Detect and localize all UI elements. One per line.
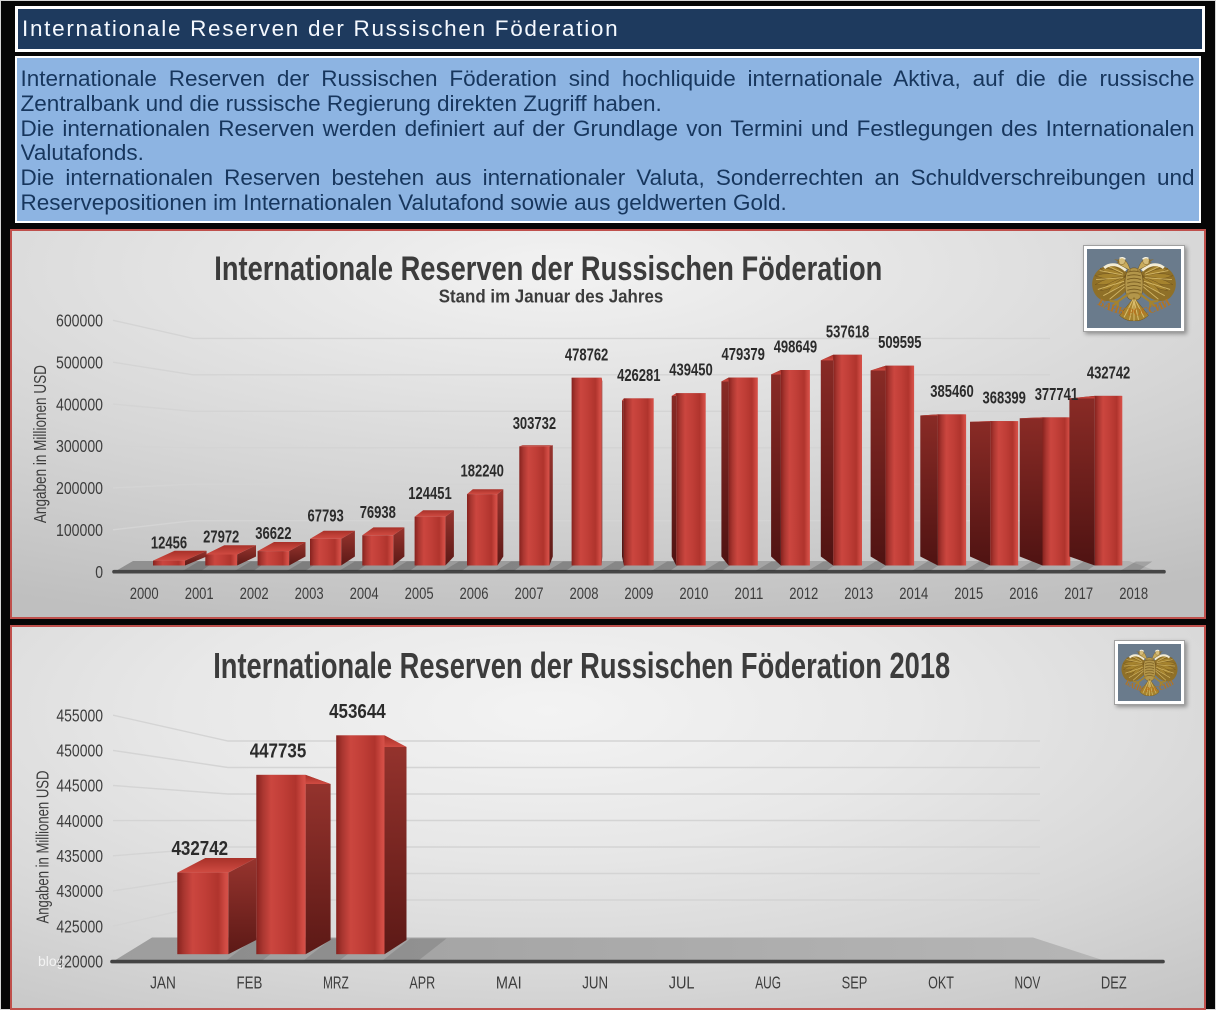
svg-text:2015: 2015 — [954, 585, 983, 603]
svg-text:2000: 2000 — [129, 585, 158, 603]
svg-text:500000: 500000 — [56, 352, 103, 372]
svg-text:368399: 368399 — [982, 388, 1026, 408]
svg-text:JAN: JAN — [150, 973, 176, 992]
svg-text:12456: 12456 — [150, 533, 186, 553]
svg-text:Internationale Reserven der Ru: Internationale Reserven der Russischen F… — [214, 250, 882, 288]
svg-text:479379: 479379 — [721, 344, 765, 364]
svg-text:447735: 447735 — [249, 740, 306, 762]
svg-text:FEB: FEB — [236, 973, 262, 992]
svg-text:2005: 2005 — [404, 585, 433, 603]
svg-text:2014: 2014 — [899, 585, 928, 603]
svg-text:2017: 2017 — [1064, 585, 1093, 603]
svg-text:425000: 425000 — [56, 916, 103, 936]
svg-text:Angaben in Millionen USD: Angaben in Millionen USD — [30, 365, 50, 523]
svg-text:NOV: NOV — [1014, 973, 1040, 992]
svg-text:JUN: JUN — [582, 973, 608, 992]
svg-text:2002: 2002 — [239, 585, 268, 603]
svg-text:2016: 2016 — [1009, 585, 1038, 603]
svg-text:432742: 432742 — [171, 838, 228, 860]
svg-text:76938: 76938 — [359, 502, 395, 522]
svg-text:2009: 2009 — [624, 585, 653, 603]
svg-text:0: 0 — [95, 562, 103, 582]
svg-text:DEZ: DEZ — [1100, 973, 1126, 992]
svg-text:2012: 2012 — [789, 585, 818, 603]
svg-text:430000: 430000 — [56, 881, 103, 901]
svg-text:Stand im Januar des Jahres: Stand im Januar des Jahres — [438, 287, 663, 307]
svg-text:439450: 439450 — [669, 360, 712, 380]
svg-text:2018: 2018 — [1119, 585, 1148, 603]
svg-text:432742: 432742 — [1086, 362, 1129, 382]
svg-text:478762: 478762 — [564, 344, 607, 364]
svg-text:36622: 36622 — [255, 523, 291, 543]
svg-text:453644: 453644 — [329, 700, 386, 722]
svg-text:OKT: OKT — [928, 973, 954, 992]
svg-text:Angaben in Millionen USD: Angaben in Millionen USD — [32, 770, 52, 923]
svg-text:498649: 498649 — [773, 337, 817, 357]
svg-text:JUL: JUL — [668, 973, 694, 992]
svg-text:27972: 27972 — [203, 527, 239, 547]
svg-text:MRZ: MRZ — [323, 973, 349, 992]
svg-text:182240: 182240 — [460, 461, 503, 481]
svg-text:426281: 426281 — [617, 365, 661, 385]
svg-text:420000: 420000 — [56, 951, 103, 971]
svg-text:2010: 2010 — [679, 585, 708, 603]
svg-text:455000: 455000 — [56, 705, 103, 725]
svg-text:2001: 2001 — [184, 585, 213, 603]
svg-text:450000: 450000 — [56, 740, 103, 760]
svg-text:200000: 200000 — [56, 478, 103, 498]
svg-text:APR: APR — [409, 973, 435, 992]
svg-text:2011: 2011 — [734, 585, 763, 603]
svg-text:100000: 100000 — [56, 520, 103, 540]
svg-text:445000: 445000 — [56, 775, 103, 795]
svg-text:600000: 600000 — [56, 311, 103, 331]
svg-text:385460: 385460 — [930, 381, 973, 401]
svg-text:2007: 2007 — [514, 585, 543, 603]
svg-text:400000: 400000 — [56, 394, 103, 414]
svg-text:300000: 300000 — [56, 436, 103, 456]
svg-text:2004: 2004 — [349, 585, 378, 603]
svg-text:AUG: AUG — [755, 973, 781, 992]
svg-text:MAI: MAI — [495, 973, 521, 992]
svg-text:blog: blog — [38, 953, 64, 969]
svg-text:67793: 67793 — [307, 505, 343, 525]
svg-text:303732: 303732 — [512, 413, 555, 433]
svg-text:124451: 124451 — [408, 483, 452, 503]
svg-text:2013: 2013 — [844, 585, 873, 603]
svg-text:Internationale Reserven der Ru: Internationale Reserven der Russischen F… — [213, 645, 950, 686]
svg-text:2008: 2008 — [569, 585, 598, 603]
svg-text:2003: 2003 — [294, 585, 323, 603]
svg-text:2006: 2006 — [459, 585, 488, 603]
svg-text:435000: 435000 — [56, 846, 103, 866]
svg-text:SEP: SEP — [841, 973, 867, 992]
svg-text:440000: 440000 — [56, 810, 103, 830]
svg-text:537618: 537618 — [825, 321, 869, 341]
svg-text:377741: 377741 — [1034, 384, 1078, 404]
svg-text:509595: 509595 — [878, 332, 922, 352]
